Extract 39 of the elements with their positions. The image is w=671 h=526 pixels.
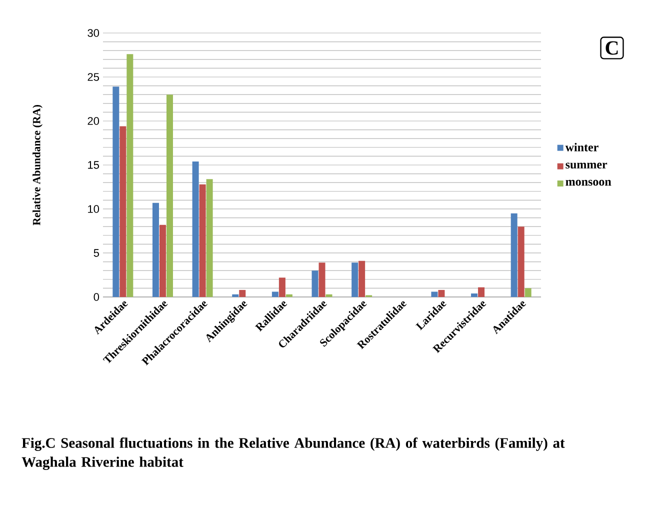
- bar: [431, 292, 438, 297]
- bar: [478, 287, 485, 297]
- bar: [206, 179, 213, 297]
- bar: [286, 294, 292, 297]
- text: C: [606, 41, 618, 55]
- y-tick-label: 5: [94, 249, 99, 257]
- bar: [278, 278, 286, 297]
- y-tick-label: 10: [88, 205, 100, 213]
- bar: [192, 161, 199, 297]
- bar: [120, 126, 126, 297]
- bar: [471, 293, 478, 297]
- bar: [232, 294, 239, 297]
- bar: [112, 86, 120, 297]
- y-tick-label: 25: [88, 73, 99, 81]
- bar: [318, 262, 326, 297]
- bar: [126, 54, 134, 297]
- legend-label: winter: [565, 142, 598, 152]
- bar: [518, 226, 524, 297]
- y-tick-label: 20: [88, 117, 100, 125]
- bar: [524, 288, 532, 297]
- bar: [272, 292, 278, 297]
- bar: [152, 202, 159, 297]
- y-axis-title: Relative Abundance (RA): [32, 104, 43, 226]
- bar: [352, 262, 358, 297]
- bar: [358, 260, 366, 297]
- bar: [312, 270, 318, 297]
- text: Fig.C Seasonal fluctuations in the Relative Abundance (RA) of waterbirds (Family) at Waghala Riverine habitat: [22, 438, 565, 470]
- bar: [326, 294, 332, 297]
- legend-label: monsoon: [566, 180, 612, 186]
- bar: [199, 184, 206, 297]
- bar: [159, 224, 166, 297]
- bar: [166, 94, 173, 297]
- y-tick-label: 0: [94, 293, 100, 301]
- bar: [239, 290, 246, 297]
- legend-label: summer: [566, 162, 608, 169]
- bar: [438, 290, 445, 297]
- y-tick-label: 30: [88, 29, 100, 37]
- bar: [510, 213, 518, 297]
- y-tick-label: 15: [88, 161, 99, 169]
